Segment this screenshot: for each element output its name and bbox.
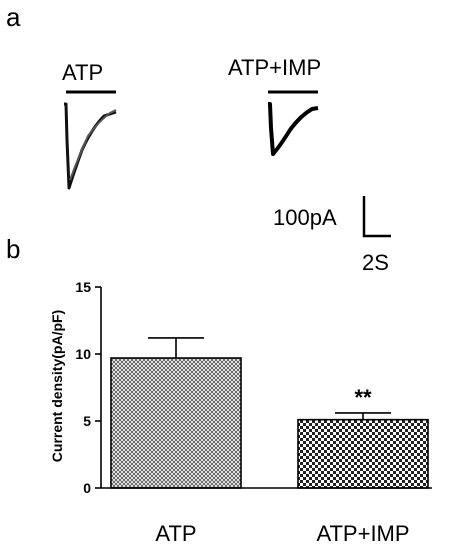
atp-current-trace-noise	[69, 109, 117, 181]
y-tick-label: 5	[83, 413, 91, 429]
panel-letter-b: b	[6, 234, 20, 264]
bar-atp	[110, 357, 242, 489]
y-tick-label: 10	[75, 346, 91, 362]
y-axis-title: Current density(pA/pF)	[49, 310, 65, 462]
significance-marker: **	[354, 385, 372, 410]
bar-chart: Current density(pA/pF) 0 5 10 15 ** ATP ATP+…	[49, 279, 432, 546]
scale-bar-current-label: 100pA	[273, 205, 337, 230]
trace-label-atp-imp: ATP+IMP	[228, 55, 321, 80]
atp-imp-current-trace	[268, 102, 319, 156]
x-category-label: ATP	[155, 521, 196, 546]
bar-atp-imp	[297, 418, 429, 489]
x-category-label: ATP+IMP	[316, 521, 409, 546]
y-tick-label: 15	[75, 279, 91, 295]
y-tick-label: 0	[83, 480, 91, 496]
scale-bar	[362, 196, 391, 238]
panel-letter-a: a	[6, 2, 21, 32]
trace-label-atp: ATP	[62, 60, 103, 85]
scale-bar-time-label: 2S	[362, 250, 389, 275]
